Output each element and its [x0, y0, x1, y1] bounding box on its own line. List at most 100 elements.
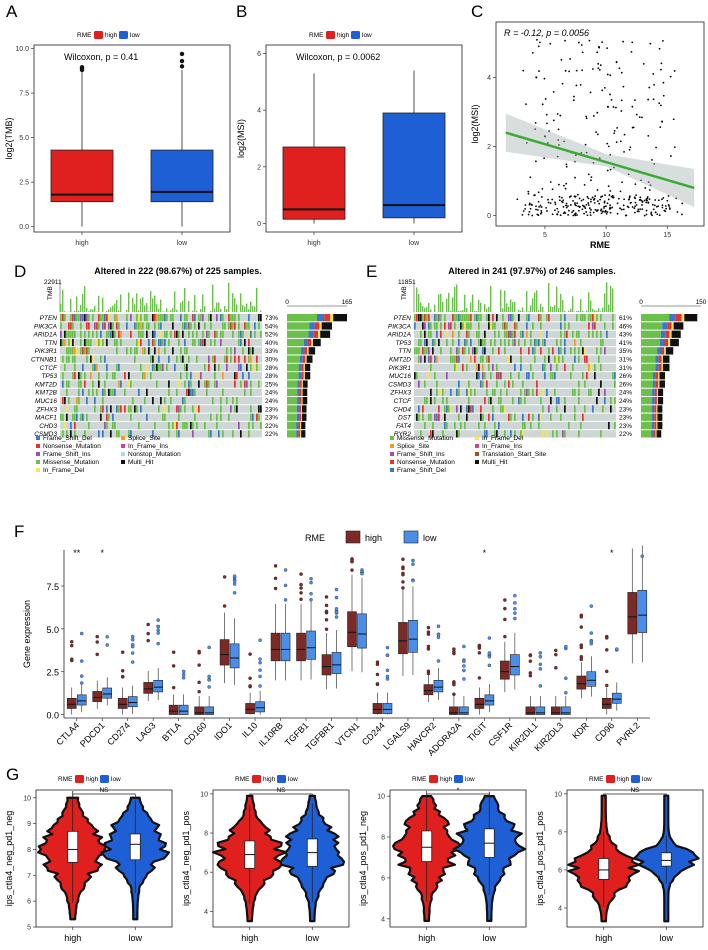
- tmb-bar: [148, 311, 150, 312]
- mutation-cell: [176, 388, 178, 396]
- mutation-cell: [210, 413, 212, 421]
- mutation-cell: [184, 363, 186, 372]
- gene-count-segment: [297, 380, 300, 388]
- tmb-bar: [592, 308, 594, 312]
- gene-label: MACF1: [35, 415, 57, 422]
- tmb-bar: [156, 304, 158, 312]
- mutation-cell: [464, 322, 466, 330]
- mutation-cell: [170, 397, 172, 405]
- legend-low-label: low: [362, 32, 372, 39]
- scatter-point: [544, 135, 546, 138]
- outlier: [299, 582, 303, 587]
- tmb-bar: [576, 310, 578, 312]
- outlier: [462, 668, 466, 673]
- mutation-cell: [426, 314, 428, 322]
- mutation-cell: [526, 372, 528, 380]
- mutation-cell: [88, 388, 90, 396]
- tmb-bar: [76, 296, 78, 312]
- mutation-cell: [432, 421, 434, 430]
- scatter-point: [572, 99, 575, 102]
- mutation-cell: [540, 314, 542, 322]
- mutation-cell: [138, 338, 140, 347]
- outlier: [79, 631, 84, 636]
- oncoplot-row-bg: [60, 355, 262, 363]
- mutation-cell: [238, 363, 240, 372]
- scatter-point: [601, 41, 604, 44]
- gene-count-segment: [307, 347, 309, 355]
- scatter-point: [673, 70, 676, 72]
- gene-percent: 31%: [619, 365, 632, 372]
- legend-high-label: high: [365, 533, 382, 543]
- plot-frame: [495, 21, 705, 227]
- x-tick-label: LAG3: [134, 720, 157, 743]
- outlier: [283, 598, 288, 602]
- mutation-cell: [550, 413, 552, 421]
- mutation-cell: [604, 397, 606, 405]
- mutation-cell: [176, 405, 178, 413]
- outlier-low: [179, 64, 185, 69]
- mutation-cell: [184, 397, 186, 405]
- mutation-legend-swatch: [36, 468, 40, 472]
- panel-a-boxplot: RME high low0.02.55.07.510.0log2(TMB)Wilco…: [4, 31, 231, 247]
- mutation-cell: [420, 330, 422, 338]
- scatter-point: [612, 196, 615, 199]
- mutation-cell: [116, 338, 118, 347]
- mutation-cell: [150, 372, 152, 380]
- mutation-cell: [186, 322, 188, 330]
- mutation-cell: [104, 322, 106, 330]
- gene-percent: 41%: [619, 340, 632, 347]
- mutation-cell: [528, 372, 530, 380]
- mutation-cell: [62, 355, 64, 363]
- scatter-point: [531, 52, 534, 54]
- gene-count-segment: [287, 397, 298, 405]
- outlier: [401, 566, 405, 571]
- tmb-bar: [126, 309, 128, 312]
- mutation-cell: [180, 372, 182, 380]
- outlier: [426, 671, 431, 676]
- outlier: [248, 684, 252, 688]
- mutation-cell: [130, 347, 132, 355]
- box-high: [321, 654, 332, 676]
- mutation-cell: [528, 347, 530, 355]
- mutation-cell: [184, 421, 186, 430]
- scatter-point: [535, 76, 538, 79]
- mutation-cell: [458, 355, 460, 363]
- oncoplot-row-bg: [414, 388, 616, 396]
- mutation-cell: [532, 322, 534, 330]
- legend-low-label: low: [642, 776, 652, 783]
- oncoplot-row-bg: [60, 413, 262, 421]
- tmb-bar: [204, 306, 206, 312]
- mutation-cell: [538, 314, 540, 322]
- legend-high-swatch: [94, 31, 103, 39]
- mutation-legend-label: In_Frame_Del: [482, 435, 524, 442]
- mutation-cell: [206, 388, 208, 396]
- mutation-cell: [64, 363, 66, 372]
- mutation-cell: [462, 347, 464, 355]
- mutation-cell: [484, 397, 486, 405]
- box-low: [102, 687, 113, 699]
- mutation-cell: [446, 405, 448, 413]
- scatter-point: [549, 181, 552, 183]
- mutation-cell: [484, 330, 486, 338]
- panel-label-e: E: [366, 262, 378, 281]
- mutation-cell: [242, 372, 244, 380]
- scatter-point: [574, 203, 576, 206]
- mutation-cell: [72, 413, 74, 421]
- gene-label: TTN: [44, 340, 57, 347]
- mutation-cell: [74, 363, 76, 372]
- outlier: [452, 692, 456, 697]
- mutation-cell: [436, 388, 438, 396]
- outlier: [299, 572, 303, 576]
- scatter-point: [535, 205, 537, 208]
- tmb-bar: [556, 286, 558, 312]
- scatter-point: [627, 173, 630, 176]
- outlier: [589, 631, 594, 635]
- scatter-point: [660, 62, 663, 65]
- mutation-cell: [110, 330, 112, 338]
- box-high: [551, 706, 561, 715]
- mutation-cell: [236, 397, 238, 405]
- mutation-cell: [130, 314, 132, 322]
- scatter-point: [662, 39, 664, 42]
- mutation-cell: [564, 338, 566, 347]
- mutation-cell: [114, 330, 116, 338]
